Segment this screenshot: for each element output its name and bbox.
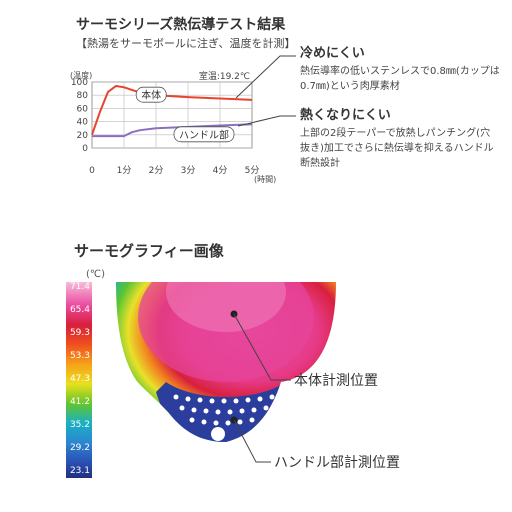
x-tick-label: 0 bbox=[89, 166, 95, 176]
heat-conduction-chart: 0 20 40 60 80 100 0 1分 2分 3分 4分 5分 (温度) (時間) 室温:19.2℃ 本… bbox=[70, 70, 276, 184]
chart-subtitle: 【熱湯をサーモボールに注ぎ、温度を計測】 bbox=[76, 37, 296, 50]
series-label-handle-box bbox=[173, 126, 235, 143]
temperature-color-scale: 71.4 65.4 59.3 53.3 47.3 41.2 35.2 29.2 23.1 bbox=[66, 282, 92, 478]
series-label-body: 本体 bbox=[141, 89, 161, 102]
callout-cool-line bbox=[235, 55, 296, 99]
series-label-body-box bbox=[135, 86, 167, 103]
y-tick-label: 0 bbox=[82, 144, 88, 154]
scale-tick-label: 41.2 bbox=[69, 397, 90, 407]
y-tick-label: 20 bbox=[77, 131, 89, 141]
y-axis-label: (温度) bbox=[70, 70, 92, 80]
scale-tick-label: 47.3 bbox=[69, 374, 90, 384]
callout-cool-heading: 冷めにくい bbox=[300, 46, 365, 61]
callout-cool-text: 熱伝導率の低いステンレスで0.8㎜(カップは0.7㎜)という肉厚素材 bbox=[300, 66, 500, 92]
x-tick-label: 2分 bbox=[149, 165, 164, 176]
callout-hot-heading: 熱くなりにくい bbox=[300, 108, 391, 123]
callout-hot-line bbox=[237, 115, 296, 127]
handle-measure-label: ハンドル部計測位置 bbox=[274, 454, 400, 470]
series-line-handle bbox=[92, 123, 253, 138]
x-tick-label: 4分 bbox=[213, 165, 228, 176]
scale-tick-label: 71.4 bbox=[69, 282, 90, 292]
scale-tick-label: 23.1 bbox=[69, 466, 90, 476]
scale-tick-label: 35.2 bbox=[69, 420, 90, 430]
x-tick-label: 5分 bbox=[245, 165, 260, 176]
x-axis-label: (時間) bbox=[254, 175, 276, 184]
y-tick-label: 80 bbox=[77, 91, 89, 101]
y-tick-label: 100 bbox=[71, 78, 88, 88]
scale-tick-label: 59.3 bbox=[69, 328, 90, 338]
series-label-handle: ハンドル部 bbox=[179, 128, 229, 141]
scale-tick-label: 53.3 bbox=[69, 351, 90, 361]
scale-tick-label: 29.2 bbox=[69, 443, 90, 453]
body-measure-line bbox=[233, 313, 291, 381]
x-tick-label: 3分 bbox=[181, 165, 196, 176]
body-measure-label: 本体計測位置 bbox=[294, 372, 378, 388]
handle-punch-holes bbox=[173, 394, 275, 441]
callout-connector-lines bbox=[235, 55, 296, 127]
thermography-title: サーモグラフィー画像 bbox=[74, 242, 224, 260]
handle-measure-line bbox=[233, 419, 271, 463]
callout-hot-text: 上部の2段テーパーで放熱しパンチング(穴抜き)加工でさらに熱伝導を抑えるハンドル… bbox=[300, 128, 494, 169]
chart-title: サーモシリーズ熱伝導テスト結果 bbox=[76, 17, 286, 33]
thermography-unit: (℃) bbox=[86, 269, 106, 280]
y-tick-label: 60 bbox=[77, 104, 89, 114]
x-tick-label: 1分 bbox=[117, 165, 132, 176]
scale-tick-label: 65.4 bbox=[69, 305, 90, 315]
thermography-image: 本体計測位置 ハンドル部計測位置 bbox=[116, 282, 400, 470]
room-temp-label: 室温:19.2℃ bbox=[199, 70, 250, 82]
y-tick-label: 40 bbox=[77, 118, 89, 128]
series-line-body bbox=[91, 84, 253, 136]
